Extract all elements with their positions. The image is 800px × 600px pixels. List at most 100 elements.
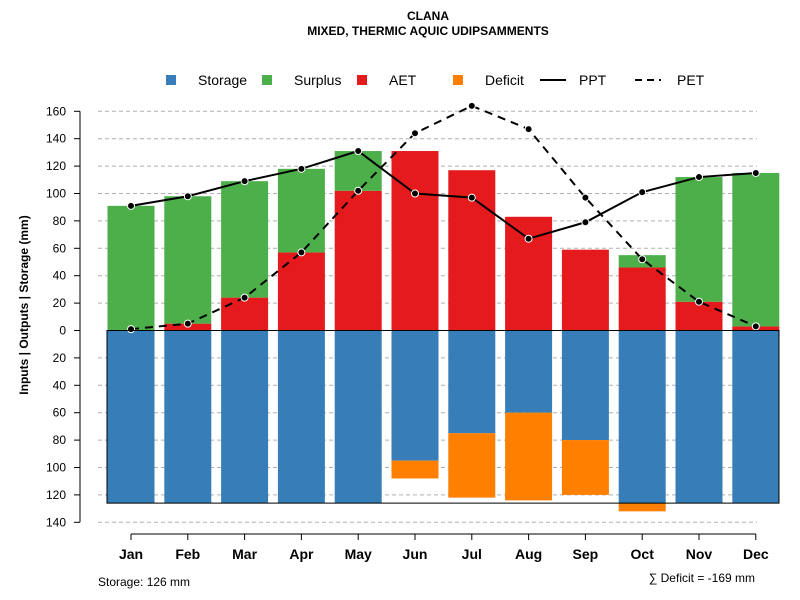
legend-label: PET <box>677 72 705 88</box>
surplus-bar <box>221 181 269 298</box>
storage-bar <box>732 330 780 504</box>
chart-subtitle: MIXED, THERMIC AQUIC UDIPSAMMENTS <box>307 24 549 38</box>
pet-point <box>127 325 135 334</box>
x-tick-label: May <box>345 546 372 562</box>
ppt-point <box>695 173 703 182</box>
x-tick-label: Nov <box>686 546 713 562</box>
ppt-point <box>638 188 647 197</box>
legend-swatch <box>166 75 176 85</box>
aet-bar <box>561 249 609 331</box>
legend-swatch <box>357 75 367 85</box>
aet-bar <box>391 151 439 331</box>
pet-point <box>297 248 306 257</box>
deficit-bar <box>448 433 496 498</box>
x-tick-label: Oct <box>631 546 655 562</box>
pet-point <box>581 193 590 202</box>
y-tick-label: 0 <box>59 324 66 338</box>
pet-point <box>354 186 363 195</box>
aet-bar <box>277 252 325 331</box>
storage-bar <box>675 330 723 504</box>
pet-point <box>524 125 533 134</box>
ppt-point <box>467 193 476 202</box>
x-tick-label: Dec <box>743 546 769 562</box>
y-tick-label: 40 <box>53 269 67 283</box>
y-tick-label: 140 <box>46 515 66 529</box>
surplus-bar <box>675 177 723 302</box>
ppt-point <box>240 177 249 186</box>
aet-bar <box>618 267 666 331</box>
ppt-point <box>354 147 363 156</box>
deficit-bar <box>505 412 553 501</box>
ppt-point <box>183 192 192 201</box>
surplus-bar <box>732 172 780 327</box>
ppt-point <box>581 218 590 227</box>
pet-point <box>638 255 647 264</box>
y-tick-label: 20 <box>53 296 67 310</box>
ppt-point <box>127 201 135 210</box>
chart-title: CLANA <box>407 9 449 23</box>
deficit-footer: ∑ Deficit = -169 mm <box>649 571 755 585</box>
bars <box>107 151 780 512</box>
legend-label: PPT <box>579 72 607 88</box>
surplus-bar <box>107 205 155 331</box>
surplus-bar <box>164 196 212 324</box>
x-tick-label: Jan <box>119 546 143 562</box>
y-tick-label: 100 <box>46 187 66 201</box>
axes: 0 20 40 60 80 100 120 140 160 20 40 60 80 100 120 140 Ja… <box>46 104 779 562</box>
y-tick-label: 60 <box>53 406 67 420</box>
legend-swatch <box>453 75 463 85</box>
pet-point <box>695 297 703 306</box>
y-tick-label: 80 <box>53 214 67 228</box>
y-tick-label: 120 <box>46 488 66 502</box>
x-tick-label: Sep <box>573 546 599 562</box>
aet-bar <box>334 190 382 331</box>
pet-line <box>130 104 757 331</box>
storage-bar <box>505 330 553 413</box>
pet-point <box>240 293 249 302</box>
ppt-line <box>130 149 756 240</box>
pet-point <box>751 322 760 331</box>
x-tick-label: Aug <box>515 546 542 562</box>
pet-point <box>411 129 419 138</box>
y-tick-label: 100 <box>46 461 66 475</box>
x-tick-label: Jul <box>462 546 482 562</box>
ppt-point <box>297 164 306 173</box>
legend-label: Storage <box>198 72 247 88</box>
pet-point <box>183 319 192 328</box>
storage-bar <box>561 330 609 441</box>
x-tick-label: Feb <box>175 546 200 562</box>
legend-swatch <box>262 75 272 85</box>
ppt-point <box>411 189 419 198</box>
ppt-point <box>524 234 533 243</box>
pet-point <box>467 101 476 110</box>
surplus-bar <box>334 151 382 191</box>
legend-label: Deficit <box>485 72 524 88</box>
deficit-bar <box>561 440 609 495</box>
y-tick-label: 120 <box>46 159 66 173</box>
y-axis-label: Inputs | Outputs | Storage (mm) <box>17 215 31 394</box>
legend-label: Surplus <box>294 72 341 88</box>
y-tick-label: 40 <box>53 378 67 392</box>
x-tick-label: Mar <box>232 546 257 562</box>
deficit-bar <box>618 503 666 512</box>
x-tick-label: Jun <box>403 546 428 562</box>
aet-bar <box>221 297 269 331</box>
y-tick-label: 160 <box>46 104 66 118</box>
x-tick-label: Apr <box>289 546 314 562</box>
legend: Storage Surplus AET Deficit PPT PET <box>166 72 705 88</box>
storage-bar <box>164 330 212 504</box>
storage-bar <box>448 330 496 434</box>
y-tick-label: 60 <box>53 241 67 255</box>
y-tick-label: 140 <box>46 132 66 146</box>
storage-bar <box>277 330 325 504</box>
storage-footer: Storage: 126 mm <box>98 575 190 589</box>
legend-label: AET <box>389 72 417 88</box>
storage-bar <box>107 330 155 504</box>
aet-bar <box>675 301 723 331</box>
ppt-point <box>751 168 760 177</box>
storage-bar <box>618 330 666 504</box>
deficit-bar <box>391 460 439 479</box>
storage-bar <box>391 330 439 461</box>
y-tick-label: 20 <box>53 351 67 365</box>
